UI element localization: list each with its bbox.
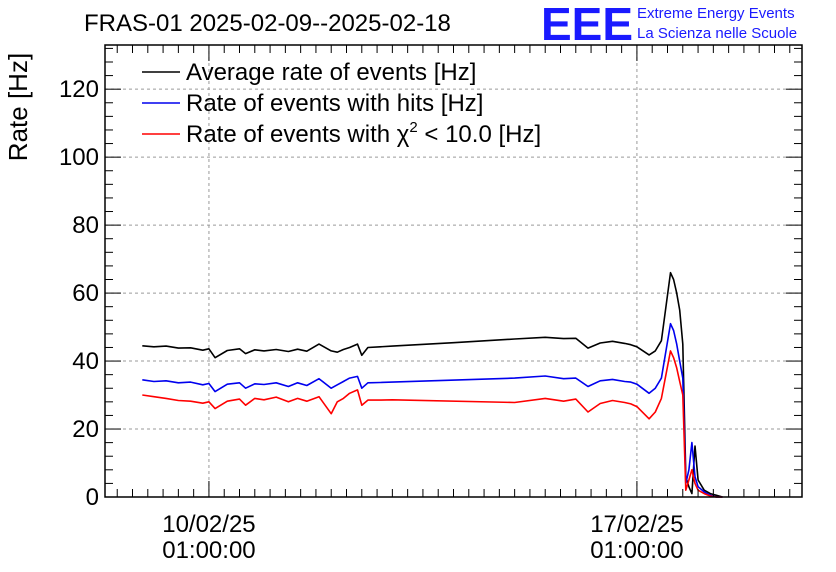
- legend-label-average: Average rate of events [Hz]: [186, 59, 476, 86]
- y-tick-label: 0: [86, 484, 99, 511]
- y-tick-label: 120: [59, 76, 99, 103]
- series-line-average: [142, 271, 723, 498]
- y-tick-label: 40: [72, 348, 99, 375]
- y-tick-label: 60: [72, 280, 99, 307]
- y-axis-label: Rate [Hz]: [3, 53, 33, 161]
- x-tick-date: 17/02/25: [590, 511, 683, 538]
- series-line-chi2: [142, 350, 723, 498]
- legend-label-hits: Rate of events with hits [Hz]: [186, 90, 483, 117]
- legend-label-chi2-pre: Rate of events with: [186, 121, 397, 148]
- y-tick-label: 80: [72, 212, 99, 239]
- logo-line-1: Extreme Energy Events: [637, 5, 795, 22]
- axis-ticks: [105, 45, 802, 498]
- legend-label-chi2-sup: 2: [409, 119, 417, 136]
- eee-logo: EEE Extreme Energy Events La Scienza nel…: [541, 0, 797, 50]
- y-tick-label: 100: [59, 144, 99, 171]
- legend: Average rate of events [Hz] Rate of even…: [142, 59, 541, 148]
- x-tick-time: 01:00:00: [162, 537, 255, 564]
- legend-label-chi2-chi: χ: [397, 121, 410, 148]
- y-tick-labels: 0 20 40 60 80 100 120: [59, 76, 99, 511]
- x-tick-date: 10/02/25: [162, 511, 255, 538]
- y-tick-label: 20: [72, 416, 99, 443]
- legend-label-chi2: Rate of events with χ2 < 10.0 [Hz]: [186, 119, 541, 148]
- logo-mark: EEE: [541, 0, 633, 50]
- x-tick-time: 01:00:00: [590, 537, 683, 564]
- chart-title: FRAS-01 2025-02-09--2025-02-18: [84, 10, 451, 37]
- grid-lines: [105, 45, 802, 497]
- logo-line-2: La Scienza nelle Scuole: [637, 25, 797, 42]
- series-group: [142, 271, 723, 498]
- legend-label-chi2-post: < 10.0 [Hz]: [418, 121, 541, 148]
